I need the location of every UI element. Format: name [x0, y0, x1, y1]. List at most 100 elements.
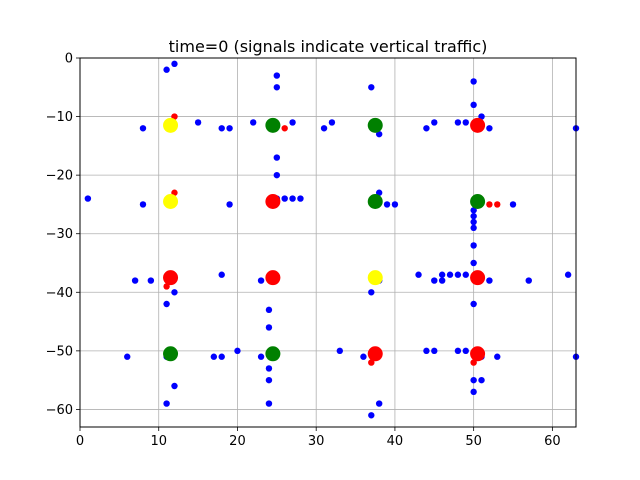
vehicle-point-blue: [431, 277, 438, 284]
vehicle-point-red: [163, 283, 170, 290]
vehicle-point-blue: [470, 207, 477, 214]
y-tick-label: −20: [46, 169, 73, 184]
vehicle-point-blue: [494, 353, 501, 360]
vehicle-point-blue: [273, 72, 281, 79]
vehicle-point-blue: [368, 412, 375, 419]
vehicle-point-blue: [470, 376, 477, 384]
x-tick-label: 10: [150, 434, 167, 449]
vehicle-point-blue: [163, 66, 170, 73]
vehicle-point-blue: [423, 347, 430, 355]
vehicle-point-blue: [470, 300, 477, 308]
vehicle-point-blue: [470, 78, 477, 85]
vehicle-point-blue: [171, 60, 178, 68]
signal-green: [265, 346, 281, 362]
vehicle-point-blue: [273, 154, 281, 161]
vehicle-point-blue: [470, 101, 477, 109]
vehicle-point-blue: [218, 271, 225, 278]
y-tick-label: −60: [46, 403, 73, 418]
signal-yellow: [163, 117, 179, 133]
vehicle-point-blue: [139, 125, 147, 132]
vehicle-point-red: [470, 359, 477, 366]
vehicle-point-red: [486, 201, 493, 208]
vehicle-point-blue: [375, 400, 383, 407]
vehicle-point-blue: [273, 84, 281, 91]
vehicle-point-red: [281, 125, 288, 132]
x-tick-label: 30: [308, 434, 325, 449]
x-tick-label: 60: [544, 434, 561, 449]
vehicle-point-blue: [470, 259, 477, 267]
vehicle-point-blue: [509, 201, 517, 208]
x-tick-label: 20: [229, 434, 246, 449]
vehicle-point-blue: [194, 119, 202, 126]
vehicle-point-blue: [462, 347, 469, 355]
vehicle-point-blue: [139, 201, 147, 208]
signal-red: [265, 194, 281, 209]
vehicle-point-blue: [257, 277, 265, 284]
signal-yellow: [367, 270, 383, 286]
vehicle-point-blue: [470, 388, 477, 396]
vehicle-point-blue: [163, 300, 170, 308]
vehicle-point-blue: [431, 347, 438, 355]
signal-red: [367, 346, 383, 362]
vehicle-point-blue: [226, 201, 233, 208]
vehicle-point-blue: [210, 353, 218, 360]
signal-green: [367, 117, 383, 133]
vehicle-point-blue: [124, 353, 131, 360]
signal-red: [470, 346, 486, 362]
vehicle-point-blue: [265, 306, 273, 314]
vehicle-point-blue: [470, 218, 477, 226]
vehicle-point-blue: [438, 277, 446, 284]
vehicle-point-blue: [320, 125, 328, 132]
vehicle-point-blue: [368, 84, 375, 91]
signal-red: [470, 270, 486, 286]
vehicle-point-red: [171, 113, 178, 120]
signal-yellow: [163, 194, 179, 209]
vehicle-point-blue: [297, 195, 304, 202]
vehicle-point-blue: [446, 271, 454, 278]
y-tick-label: −40: [46, 286, 73, 301]
vehicle-point-blue: [84, 195, 92, 202]
x-axis: 0 10 20 30 40 50 60: [76, 427, 561, 449]
vehicle-point-red: [171, 189, 178, 196]
vehicle-point-blue: [470, 224, 477, 232]
y-axis: 0 −10 −20 −30 −40 −50 −60: [46, 52, 80, 418]
vehicle-point-blue: [328, 119, 336, 126]
vehicle-point-blue: [218, 353, 225, 360]
signal-red: [265, 270, 281, 286]
vehicle-point-blue: [171, 289, 178, 296]
vehicle-point-blue: [265, 365, 273, 372]
x-tick-label: 50: [465, 434, 482, 449]
y-tick-label: 0: [65, 52, 73, 67]
vehicle-point-blue: [454, 271, 462, 278]
vehicle-point-blue: [486, 277, 493, 284]
vehicle-point-blue: [289, 119, 296, 126]
y-tick-label: −10: [46, 110, 73, 125]
vehicle-point-blue: [171, 382, 178, 390]
vehicle-point-blue: [415, 271, 422, 278]
vehicle-point-blue: [289, 195, 296, 202]
signals-layer: [163, 117, 486, 362]
vehicle-point-blue: [226, 125, 233, 132]
vehicle-point-blue: [131, 277, 139, 284]
vehicle-point-blue: [486, 125, 493, 132]
vehicle-point-blue: [250, 119, 257, 126]
vehicle-point-blue: [462, 271, 469, 278]
vehicle-point-blue: [470, 212, 477, 220]
y-tick-label: −30: [46, 227, 73, 242]
vehicle-point-blue: [454, 119, 462, 126]
vehicle-point-blue: [147, 277, 155, 284]
vehicle-point-blue: [525, 277, 532, 284]
signal-green: [265, 117, 281, 133]
vehicle-point-blue: [234, 347, 241, 355]
signal-green: [470, 194, 486, 209]
vehicle-point-blue: [218, 125, 225, 132]
vehicle-point-blue: [163, 400, 170, 407]
vehicle-point-blue: [360, 353, 367, 360]
vehicle-point-blue: [470, 242, 477, 249]
vehicle-point-blue: [375, 130, 383, 138]
axes-frame: [79, 57, 577, 428]
vehicle-point-blue: [375, 189, 383, 196]
vehicle-point-blue: [265, 376, 273, 384]
